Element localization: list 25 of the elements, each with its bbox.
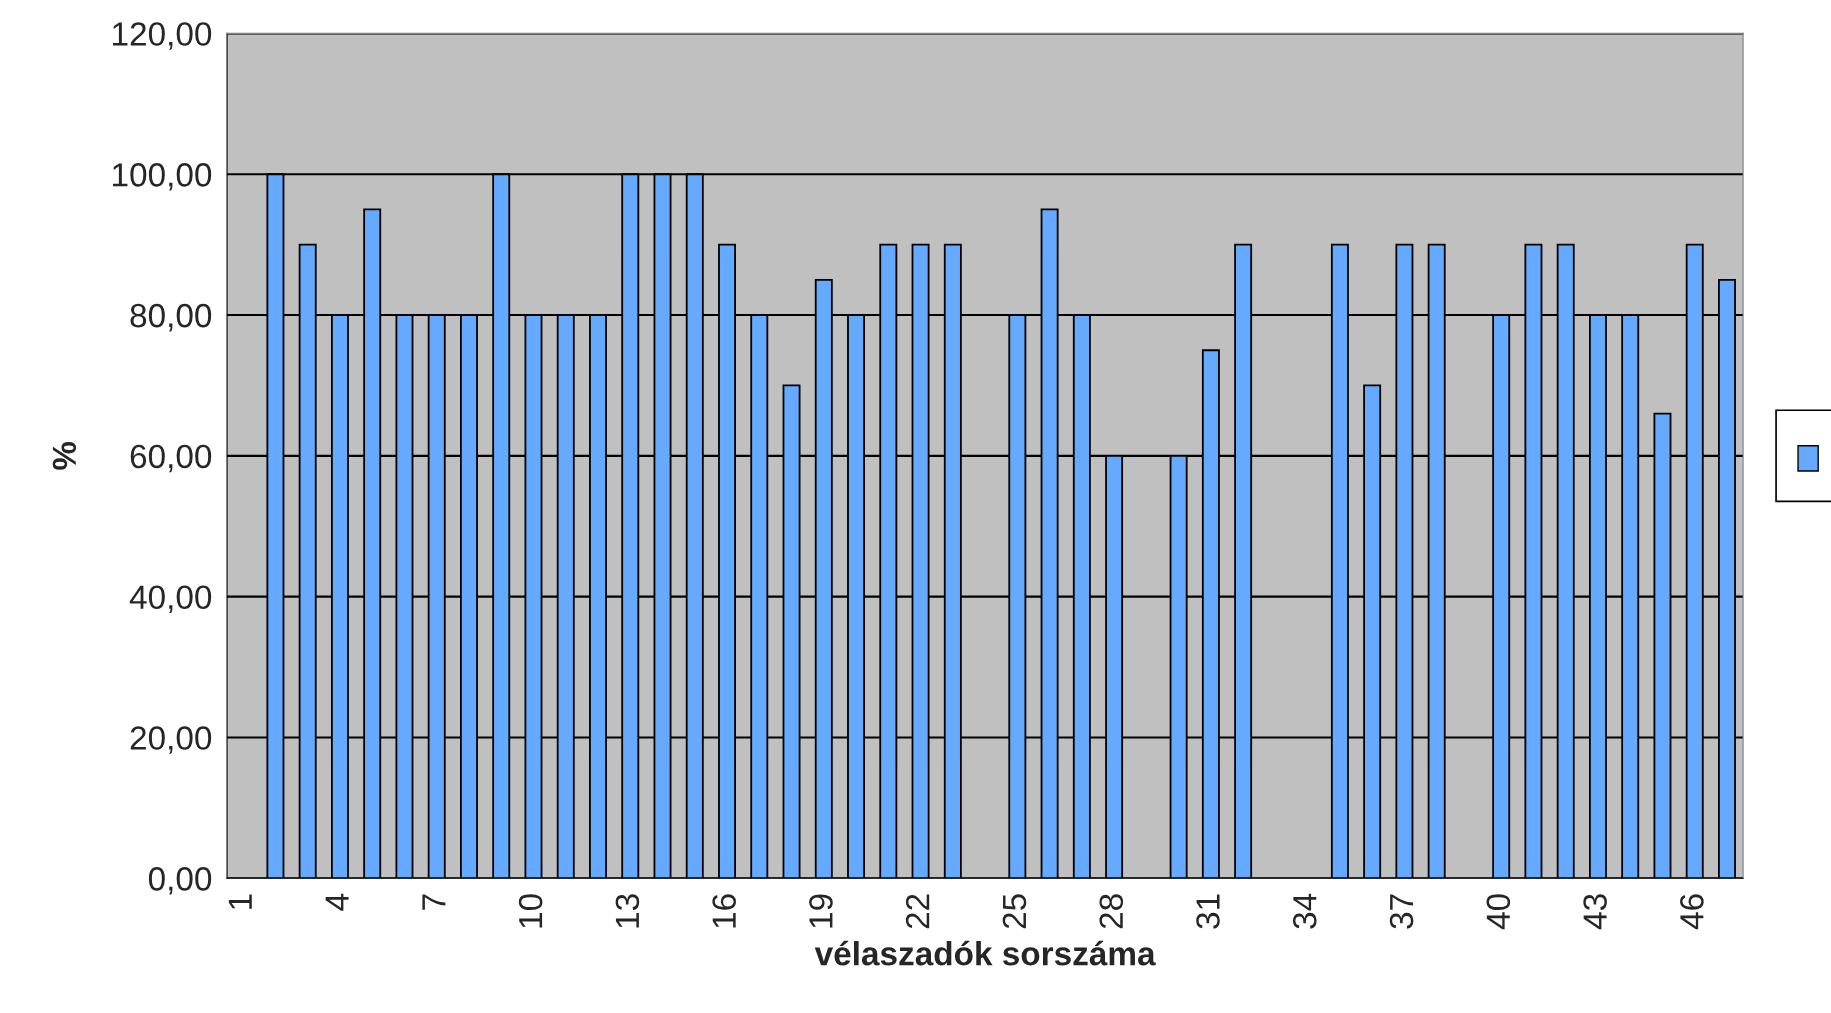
x-tick-label: 10 <box>518 894 543 928</box>
x-tick-label: 1 <box>228 894 252 909</box>
y-axis-title: % <box>52 441 77 470</box>
x-tick-label: 37 <box>1389 894 1414 929</box>
x-tick-label: 7 <box>422 894 446 910</box>
x-axis-title: vélaszadók sorszáma <box>814 940 1156 966</box>
x-tick-label: 13 <box>615 894 640 928</box>
y-tick-label: 100,00 <box>113 163 212 191</box>
x-tick-label: 34 <box>1292 893 1317 929</box>
y-tick-label: 80,00 <box>130 303 212 332</box>
x-tick-label: 46 <box>1680 894 1704 930</box>
y-tick-label: 60,00 <box>130 444 212 473</box>
x-tick-label: 4 <box>325 893 349 911</box>
x-tick-label: 28 <box>1099 894 1124 929</box>
x-tick-label: 22 <box>905 894 930 929</box>
x-tick-label: 16 <box>712 894 736 928</box>
x-tick-label: 25 <box>1002 894 1027 929</box>
y-tick-label: 0,00 <box>148 867 212 895</box>
y-tick-label: 20,00 <box>130 726 212 754</box>
y-tick-label: 120,00 <box>113 22 212 50</box>
x-tick-label: 31 <box>1196 894 1220 929</box>
y-tick-label: 40,00 <box>129 585 212 613</box>
x-tick-label: 43 <box>1583 894 1607 930</box>
x-tick-label: 19 <box>809 894 833 928</box>
x-tick-label: 40 <box>1486 894 1511 930</box>
